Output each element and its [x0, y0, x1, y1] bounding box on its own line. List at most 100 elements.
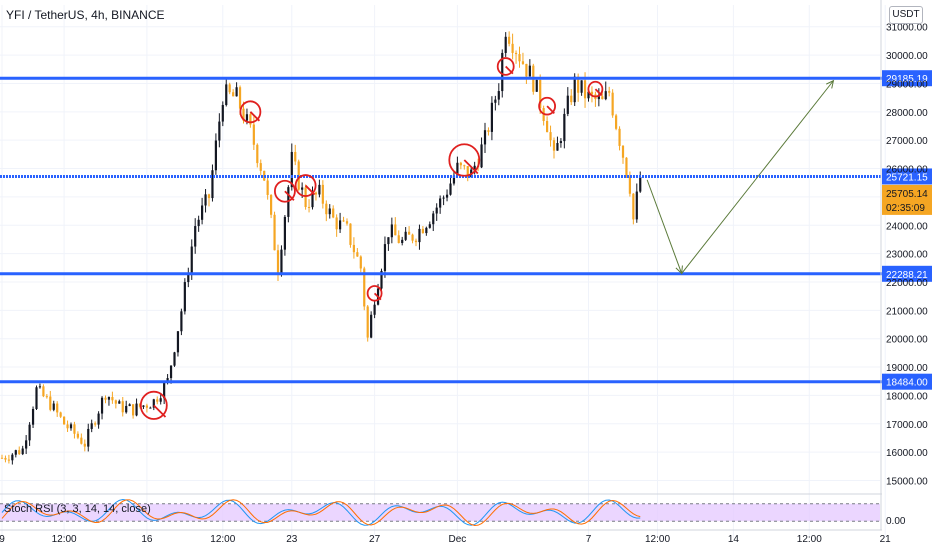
candle [214, 133, 217, 175]
candle-body [121, 401, 124, 413]
time-tick-label: 21 [880, 534, 892, 545]
candle [421, 226, 424, 234]
price-tick-label: 15000.00 [886, 477, 928, 488]
time-tick-label: 9 [0, 534, 5, 545]
candle-body [577, 76, 580, 93]
countdown-label: 02:35:09 [886, 203, 925, 214]
candle-body [245, 114, 249, 121]
candle [625, 157, 628, 179]
time-tick-label: 12:00 [210, 534, 235, 545]
candle-body [183, 282, 186, 312]
candle [135, 398, 138, 417]
candle-body [294, 151, 297, 162]
candle [152, 398, 155, 411]
candle-body [76, 433, 79, 438]
candle [0, 454, 4, 459]
level-price-label: 25721.15 [886, 172, 928, 183]
candle [611, 89, 614, 118]
candle-body [225, 84, 228, 105]
candle-body [201, 205, 204, 220]
candle [142, 405, 145, 409]
candle-body [238, 87, 242, 109]
candle [211, 164, 214, 202]
candle [411, 233, 414, 244]
candle [563, 108, 566, 149]
price-tick-label: 26000.00 [886, 165, 928, 176]
candle-body [518, 54, 521, 62]
candle-body [0, 457, 4, 459]
candle-body [418, 228, 421, 243]
candle-body [473, 165, 476, 170]
stoch-rsi-label[interactable]: Stoch RSI (3, 3, 14, 14, close) [4, 503, 151, 515]
price-axis[interactable]: 15000.00 16000.00 17000.00 18000.00 19000.00… [880, 0, 932, 530]
candle [435, 203, 438, 221]
candle [149, 406, 152, 409]
candle [352, 237, 355, 259]
candle-body [359, 256, 362, 269]
candle [311, 186, 314, 210]
candle-body [218, 121, 221, 141]
candle-body [363, 268, 366, 307]
candle [590, 86, 594, 103]
annotation-circle [239, 100, 262, 124]
candle-body [273, 214, 276, 251]
candle [359, 255, 362, 273]
candle [80, 433, 83, 445]
candle-body [494, 99, 497, 103]
candle [635, 183, 638, 223]
candle [570, 89, 573, 106]
candles [0, 31, 642, 465]
candle [387, 237, 390, 251]
candle-body [204, 194, 207, 206]
candle [394, 217, 397, 236]
candle-body [632, 193, 635, 220]
candle-body [621, 145, 625, 158]
horizontal-levels[interactable]: 29185.19 25721.15 22288.21 18484.00 [0, 70, 932, 390]
candle [546, 116, 549, 133]
candle-body [401, 239, 404, 243]
candle-body [307, 206, 311, 208]
candle [132, 404, 135, 419]
candle [449, 176, 452, 196]
candle [287, 185, 290, 223]
candle [21, 445, 24, 456]
candle [452, 172, 456, 186]
candle [459, 161, 462, 170]
candle-body [211, 170, 214, 199]
candle-body [439, 198, 442, 208]
candle [35, 385, 38, 411]
candle-body [432, 213, 435, 225]
candle-body [35, 387, 38, 409]
currency-button[interactable]: USDT [889, 6, 923, 24]
candle-body [214, 140, 217, 171]
candle-body [390, 224, 393, 238]
candle [145, 403, 148, 413]
candle [259, 159, 262, 176]
candle [566, 87, 569, 117]
candle [349, 223, 352, 248]
level-price-label: 29185.19 [886, 74, 928, 85]
candle [183, 278, 186, 315]
candle-body [314, 192, 318, 195]
candle-body [276, 250, 280, 275]
candle-body [42, 386, 45, 397]
candle [207, 193, 211, 207]
candle [511, 33, 514, 60]
candle-body [173, 352, 176, 366]
candle [615, 113, 618, 131]
annotation-tick [505, 65, 514, 75]
candle [525, 63, 528, 84]
candle [176, 331, 180, 357]
projection-arrowhead [675, 265, 683, 275]
candle-body [31, 409, 35, 425]
projection-path[interactable] [646, 79, 835, 275]
price-tick-label: 16000.00 [886, 448, 928, 459]
time-axis[interactable]: 9 12:00 16 12:00 23 27 Dec 7 12:00 14 12:00 21 [0, 529, 892, 545]
chart-title: YFI / TetherUS, 4h, BINANCE [6, 8, 165, 22]
candle [370, 311, 373, 339]
candle [345, 218, 349, 226]
candle-body [339, 220, 342, 230]
candle-body [194, 226, 197, 247]
candle-body [125, 405, 128, 413]
